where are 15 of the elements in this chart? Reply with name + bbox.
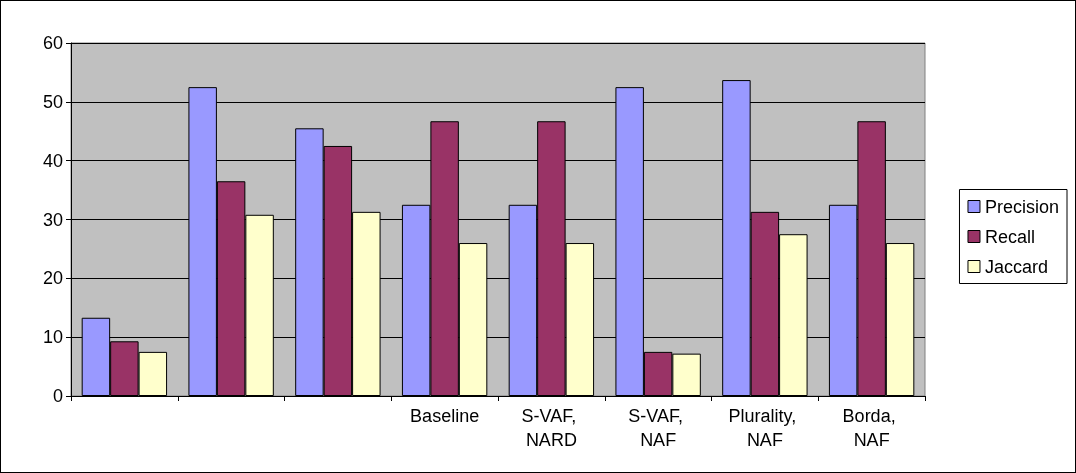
x-tick-label: S-VAF, NARD [521, 406, 582, 450]
y-tick-label: 40 [42, 150, 63, 171]
y-tick-label: 50 [42, 91, 63, 112]
y-tick-label: 20 [42, 268, 63, 289]
legend-label: Precision [984, 196, 1059, 217]
x-tick-label: Baseline [410, 406, 480, 426]
y-tick-label: 60 [42, 33, 63, 53]
x-tick-label: S-VAF, NAF [628, 406, 688, 450]
y-tick-label: 0 [52, 386, 63, 406]
x-tick-label: Plurality, NAF [728, 406, 802, 450]
legend-label: Recall [984, 226, 1035, 247]
x-tick-label: Borda, NAF [842, 406, 901, 450]
y-tick-label: 30 [42, 209, 63, 230]
y-tick-label: 10 [42, 327, 63, 348]
legend-label: Jaccard [984, 256, 1048, 277]
